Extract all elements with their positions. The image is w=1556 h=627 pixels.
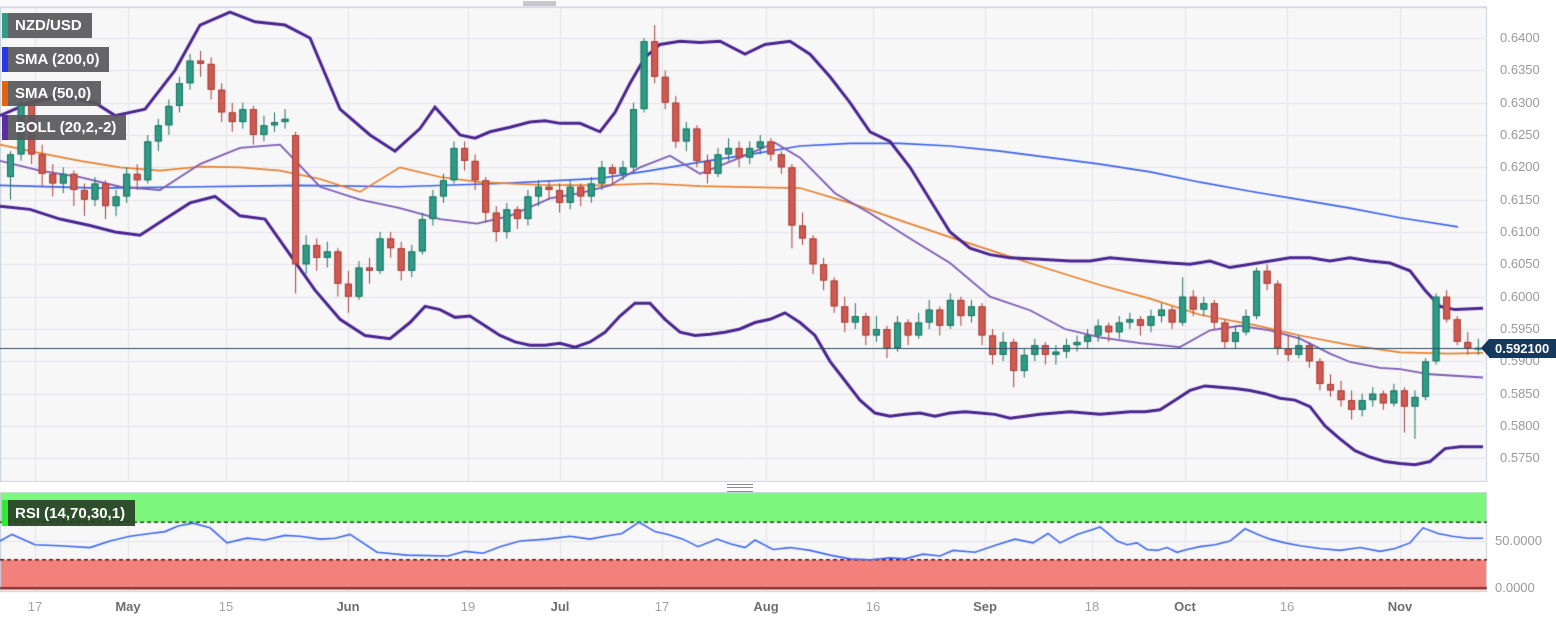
top-navigator-strip[interactable] <box>0 0 1487 7</box>
price-axis-tick: 0.5750 <box>1500 450 1540 466</box>
legend-sma50[interactable]: SMA (50,0) <box>2 81 102 106</box>
time-axis-day-label: 19 <box>460 599 476 614</box>
price-axis-tick: 0.6250 <box>1500 127 1540 142</box>
time-axis-day-label: 17 <box>654 599 670 614</box>
price-axis-tick: 0.6300 <box>1500 94 1540 110</box>
price-axis-tick: 0.6200 <box>1500 159 1540 175</box>
legend-boll[interactable]: BOLL (20,2,-2) <box>2 115 127 140</box>
price-axis-tick: 0.5850 <box>1500 385 1540 401</box>
time-axis-day-label: 15 <box>218 599 234 614</box>
time-axis-day-label: 18 <box>1084 599 1100 614</box>
price-axis-tick: 0.6400 <box>1500 30 1540 45</box>
price-axis-tick: 0.5950 <box>1500 321 1540 336</box>
sma200-color-swatch <box>2 47 8 72</box>
legend-symbol[interactable]: NZD/USD <box>2 13 92 38</box>
current-price-tag: 0.592100 <box>1480 338 1556 358</box>
time-axis-day-label: 17 <box>27 599 43 614</box>
legend-rsi[interactable]: RSI (14,70,30,1) <box>2 500 136 526</box>
time-axis-month-label: Nov <box>1387 599 1413 614</box>
navigator-thumb[interactable] <box>523 1 556 6</box>
time-axis-day-label: 16 <box>1279 599 1295 614</box>
symbol-color-swatch <box>2 13 8 38</box>
price-axis-tick: 0.6100 <box>1500 224 1540 239</box>
time-axis-month-label: Aug <box>753 599 779 614</box>
rsi-axis-tick: 50.0000 <box>1495 533 1542 548</box>
price-axis-tick: 0.6350 <box>1500 62 1540 78</box>
legend-symbol-label: NZD/USD <box>15 17 82 34</box>
price-axis-tick: 0.6150 <box>1500 191 1540 207</box>
sma50-color-swatch <box>2 81 8 106</box>
price-axis-tick: 0.5800 <box>1500 418 1540 433</box>
panel-splitter[interactable] <box>0 482 1487 492</box>
price-axis-tick: 0.6000 <box>1500 288 1540 304</box>
splitter-grip-icon[interactable] <box>727 484 753 492</box>
time-axis-month-label: May <box>115 599 141 614</box>
legend-boll-label: BOLL (20,2,-2) <box>15 119 117 136</box>
time-axis-month-label: Jul <box>550 599 570 614</box>
price-axis-tick: 0.6050 <box>1500 256 1540 272</box>
time-axis-month-label: Oct <box>1174 599 1196 614</box>
legend-rsi-label: RSI (14,70,30,1) <box>15 504 126 522</box>
time-axis-month-label: Sep <box>973 599 997 614</box>
time-axis-month-label: Jun <box>336 599 360 614</box>
rsi-color-swatch <box>2 500 8 526</box>
legend-sma200[interactable]: SMA (200,0) <box>2 47 110 72</box>
boll-color-swatch <box>2 115 8 140</box>
time-axis-day-label: 16 <box>865 599 881 614</box>
rsi-axis-tick: 0.0000 <box>1495 580 1535 595</box>
legend-sma50-label: SMA (50,0) <box>15 85 92 102</box>
legend-sma200-label: SMA (200,0) <box>15 51 100 68</box>
